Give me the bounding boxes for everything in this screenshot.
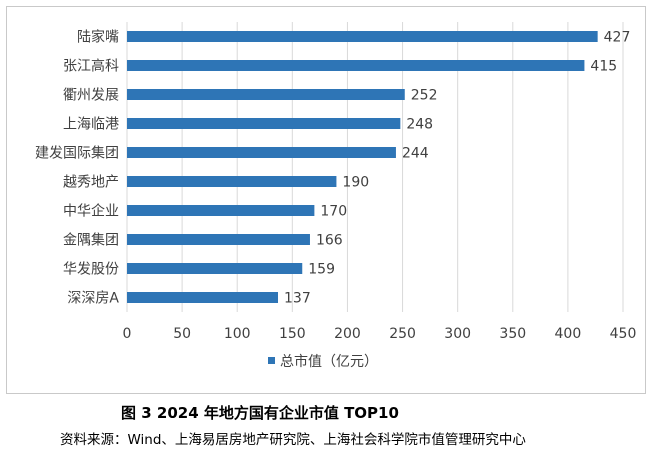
bar	[127, 147, 396, 158]
bar	[127, 89, 405, 100]
legend-label: 总市值（亿元）	[280, 353, 378, 370]
value-label: 244	[402, 146, 429, 162]
bar	[127, 263, 303, 274]
value-label: 252	[411, 88, 438, 104]
category-label: 上海临港	[63, 117, 119, 133]
x-tick-label: 150	[279, 326, 306, 342]
category-label: 衢州发展	[63, 87, 119, 104]
value-label: 166	[316, 233, 343, 249]
source-note: 资料来源：Wind、上海易居房地产研究院、上海社会科学院市值管理研究中心	[60, 432, 526, 448]
bar	[127, 118, 401, 129]
category-label: 越秀地产	[63, 175, 119, 191]
value-label: 159	[308, 262, 335, 278]
value-label: 190	[342, 175, 369, 191]
category-label: 中华企业	[63, 203, 119, 220]
value-label: 248	[406, 117, 433, 133]
figure-caption: 图 3 2024 年地方国有企业市值 TOP10	[121, 404, 399, 422]
bar-chart: 0 50 100 150 200 250 300 350 400 450 陆家嘴 427 张江高科 415…	[35, 22, 637, 370]
x-tick-label: 300	[444, 326, 471, 342]
x-tick-label: 250	[389, 326, 416, 342]
legend-swatch	[268, 357, 275, 364]
category-label: 金隅集团	[63, 232, 119, 249]
value-label: 137	[284, 291, 311, 307]
category-label: 深深房A	[67, 291, 119, 307]
x-tick-label: 400	[555, 326, 582, 342]
x-tick-label: 350	[499, 326, 526, 342]
x-tick-label: 100	[224, 326, 251, 342]
category-label: 建发国际集团	[35, 145, 119, 162]
bar	[127, 234, 310, 245]
value-label: 427	[604, 30, 631, 46]
category-label: 陆家嘴	[77, 29, 119, 46]
bar	[127, 60, 585, 71]
category-label: 张江高科	[63, 58, 119, 75]
bar	[127, 205, 315, 216]
value-label: 170	[320, 204, 347, 220]
chart-frame: 0 50 100 150 200 250 300 350 400 450 陆家嘴 427 张江高科 415…	[6, 6, 646, 394]
bar	[127, 176, 337, 187]
x-tick-label: 50	[173, 326, 191, 342]
x-tick-label: 450	[610, 326, 637, 342]
x-tick-label: 0	[123, 326, 132, 342]
value-label: 415	[590, 59, 617, 75]
category-label: 华发股份	[63, 262, 119, 278]
bar	[127, 292, 279, 303]
x-tick-label: 200	[334, 326, 361, 342]
bar	[127, 31, 598, 42]
